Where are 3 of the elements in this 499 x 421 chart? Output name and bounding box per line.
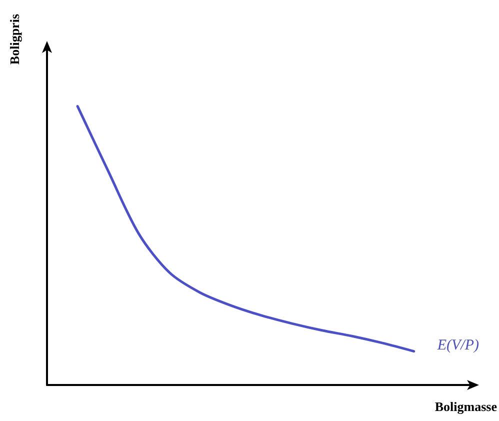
x-axis-title: Boligmasse	[434, 399, 498, 414]
y-axis-title: Boligpris	[7, 14, 22, 65]
annotation: E(V/P)	[436, 338, 480, 354]
